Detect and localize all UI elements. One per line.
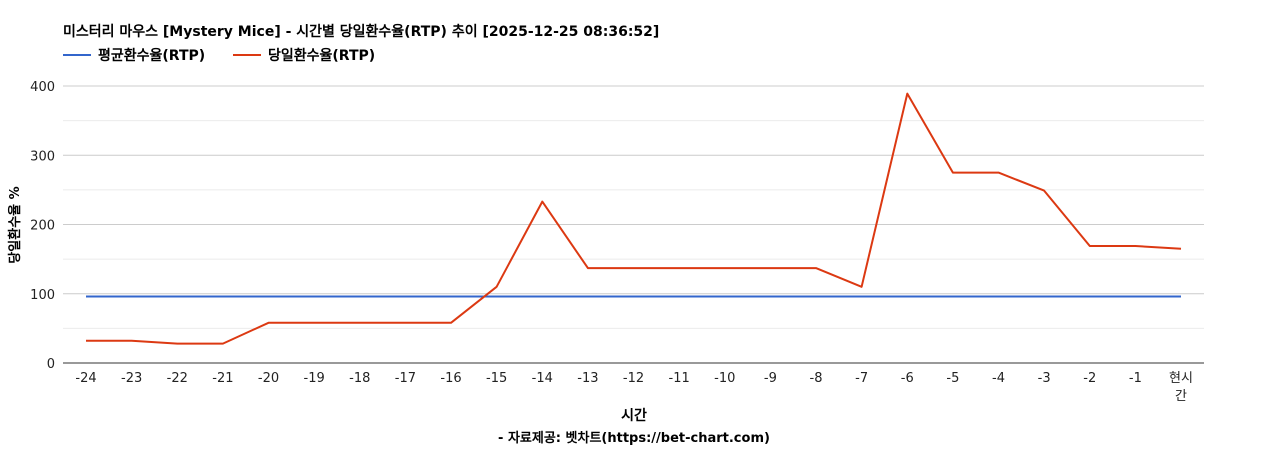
x-tick-label: -11 [669,371,690,386]
legend-label: 평균환수율(RTP) [98,47,205,64]
gridlines [63,85,1204,364]
y-tick-label: 400 [30,80,55,95]
legend-item-2: 당일환수율(RTP) [233,47,375,64]
x-tick-label: -1 [1129,371,1142,386]
x-tick-label: -9 [764,371,777,386]
x-tick-label: -8 [810,371,823,386]
x-tick-label: -24 [75,371,96,386]
x-tick-label: -5 [946,371,959,386]
x-tick-label: -4 [992,371,1005,386]
x-tick-label: -18 [349,371,370,386]
x-tick-label: -10 [714,371,735,386]
x-tick-label: -13 [577,371,598,386]
series-line-2 [86,92,1182,345]
x-axis-label: 시간 [621,407,647,424]
x-tick-label: -22 [167,371,188,386]
x-tick-label: -21 [212,371,233,386]
x-tick-label: -2 [1083,371,1096,386]
y-tick-label: 200 [30,219,55,234]
x-tick-label: -6 [901,371,914,386]
legend-item-1: 평균환수율(RTP) [63,47,205,64]
y-tick-labels: 0 100 200 300 400 [30,80,55,372]
y-tick-label: 0 [47,357,55,372]
x-tick-label: -7 [855,371,868,386]
source-credit: - 자료제공: 벳차트(https://bet-chart.com) [498,430,770,446]
chart-title: 미스터리 마우스 [Mystery Mice] - 시간별 당일환수율(RTP)… [63,23,659,40]
legend: 평균환수율(RTP) 당일환수율(RTP) [63,47,375,64]
y-axis-label: 당일환수율 % [7,186,23,263]
legend-label: 당일환수율(RTP) [268,47,375,64]
series-lines [86,92,1182,345]
x-tick-label: -20 [258,371,279,386]
x-tick-label: -15 [486,371,507,386]
x-tick-label: -19 [304,371,325,386]
x-tick-labels: -24 -23 -22 -21 -20 -19 -18 -17 -16 -15 -14 -13 -12 -… [75,371,1193,404]
x-tick-label: -14 [532,371,553,386]
x-tick-label: -16 [440,371,461,386]
y-tick-label: 100 [30,288,55,303]
x-tick-label: -12 [623,371,644,386]
y-tick-label: 300 [30,149,55,164]
x-tick-label: -17 [395,371,416,386]
x-tick-label: 현시 간 [1169,371,1193,404]
x-tick-label: -23 [121,371,142,386]
x-tick-label: -3 [1038,371,1051,386]
